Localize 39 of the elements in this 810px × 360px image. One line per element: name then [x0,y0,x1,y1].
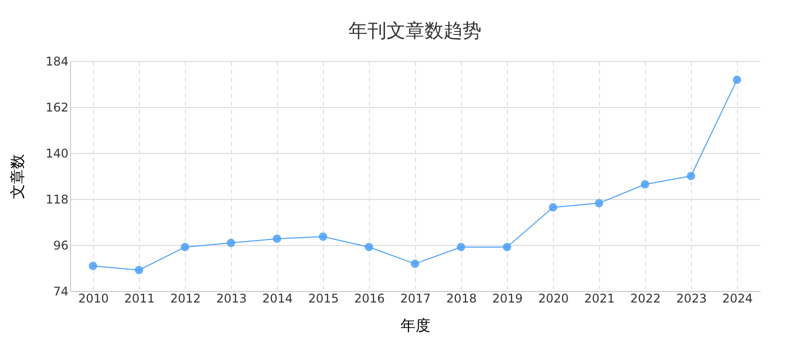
point [364,242,374,252]
y-tick-label: 118 [46,192,68,206]
x-tick-label: 2016 [354,292,385,306]
point [318,232,328,241]
point [88,262,98,270]
point [272,234,282,243]
x-tick-label: 2012 [170,292,201,306]
point [226,238,236,248]
point [502,242,512,252]
point [134,266,144,274]
point [640,180,650,189]
y-tick-label: 96 [53,238,68,252]
point [594,199,604,208]
x-tick-label: 2014 [262,292,293,306]
y-tick-label: 184 [46,54,68,68]
point [686,172,696,180]
x-tick-label: 2020 [538,292,569,306]
x-tick-label: 2013 [216,292,247,306]
y-axis-title: 文章数 [8,154,27,199]
x-tick-label: 2010 [78,292,109,306]
point [456,242,466,252]
x-tick-label: 2017 [400,292,431,306]
x-tick-label: 2018 [446,292,477,306]
chart-title: 年刊文章数趋势 [348,20,482,42]
point [548,203,558,212]
point [732,76,742,84]
point [410,260,420,268]
y-tick-label: 162 [46,100,68,114]
x-tick-label: 2015 [308,292,339,306]
x-tick-label: 2021 [584,292,615,306]
x-tick-label: 2019 [492,292,523,306]
x-tick-label: 2011 [124,292,155,306]
point [180,242,190,252]
x-tick-label: 2023 [676,292,707,306]
x-tick-label: 2024 [722,292,753,306]
x-axis-title: 年度 [400,316,430,334]
x-tick-label: 2022 [630,292,661,306]
y-tick-label: 74 [53,284,68,298]
y-tick-label: 140 [46,146,68,160]
